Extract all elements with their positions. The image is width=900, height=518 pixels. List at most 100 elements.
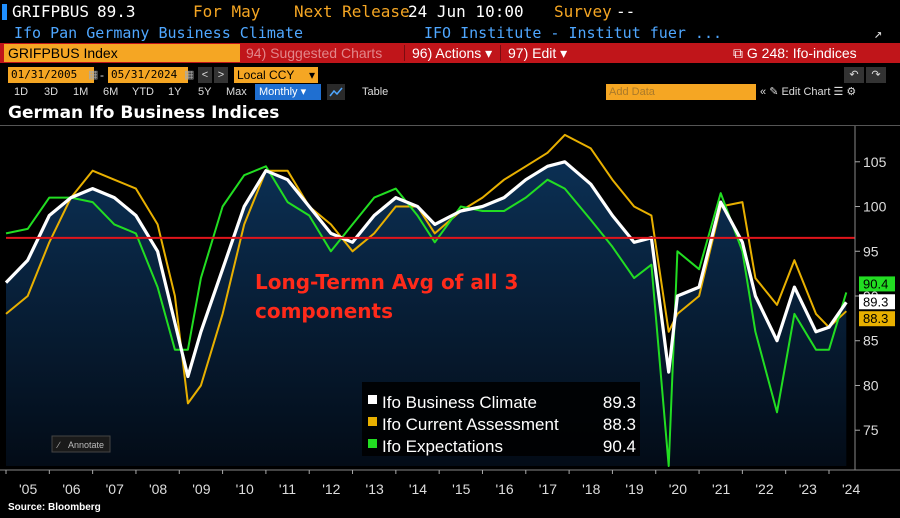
- x-tick-label: '21: [712, 481, 730, 497]
- period-controls: 1D 3D 1M 6M YTD 1Y 5Y Max Monthly ▾ Tabl…: [0, 84, 900, 100]
- undo-icon[interactable]: ↶: [844, 67, 864, 83]
- legend-value-expectations: 90.4: [603, 437, 636, 456]
- annotate-button[interactable]: ∕ Annotate: [51, 435, 111, 453]
- calendar-icon[interactable]: ▦: [184, 69, 195, 81]
- x-tick-label: '19: [625, 481, 643, 497]
- chart-top-border: [0, 125, 900, 126]
- current-last-tag: 88.3: [863, 311, 888, 326]
- edit-chart-controls: « ✎ Edit Chart ☰ ⚙: [760, 84, 856, 100]
- period-1d[interactable]: 1D: [14, 86, 29, 98]
- x-tick-label: '23: [799, 481, 817, 497]
- security-name[interactable]: Ifo Pan Germany Business Climate: [14, 24, 303, 42]
- prev-period-button[interactable]: <: [198, 67, 212, 83]
- edit-menu[interactable]: 97) Edit ▾: [508, 43, 567, 63]
- x-tick-label: '22: [755, 481, 773, 497]
- suggested-label: Suggested Charts: [270, 45, 383, 61]
- next-release-value: 24 Jun 10:00: [408, 2, 524, 21]
- next-release-label: Next Release: [294, 2, 410, 21]
- x-tick-label: '09: [192, 481, 210, 497]
- x-tick-label: '13: [366, 481, 384, 497]
- x-tick-label: '08: [149, 481, 167, 497]
- expectations-last-tag: 90.4: [863, 276, 888, 291]
- annotate-pencil-icon: ∕: [56, 440, 61, 450]
- table-view-button[interactable]: Table: [362, 86, 389, 98]
- end-date-input[interactable]: 05/31/2024: [108, 67, 188, 83]
- edit-chart-button[interactable]: Edit Chart: [781, 86, 831, 98]
- legend-box: Ifo Business Climate 89.3 Ifo Current As…: [362, 382, 640, 456]
- period-ytd[interactable]: YTD: [132, 86, 154, 98]
- y-tick-label: 105: [863, 154, 887, 170]
- start-date-input[interactable]: 01/31/2005: [8, 67, 94, 83]
- gear-icon[interactable]: ⚙: [846, 86, 857, 98]
- y-tick-label: 75: [863, 422, 879, 438]
- climate-last-tag-bg: [859, 294, 895, 310]
- frequency-select[interactable]: Monthly ▾: [255, 84, 321, 100]
- y-tick-label: 80: [863, 377, 879, 393]
- x-tick-label: '06: [62, 481, 80, 497]
- avg-annotation-line2: components: [255, 299, 393, 323]
- period-5y[interactable]: 5Y: [198, 86, 212, 98]
- period-3d[interactable]: 3D: [44, 86, 59, 98]
- legend-label-expectations: Ifo Expectations: [382, 437, 503, 456]
- pencil-icon[interactable]: ✎: [769, 86, 779, 98]
- ticker-marker: [2, 4, 7, 20]
- chart-title: German Ifo Business Indices: [8, 103, 280, 123]
- redo-icon[interactable]: ↷: [866, 67, 886, 83]
- annotate-button-bg: [51, 435, 111, 453]
- line-chart-icon[interactable]: [327, 84, 345, 100]
- add-data-input[interactable]: Add Data: [606, 84, 756, 100]
- command-toolbar: GRIFPBUS Index 94) Suggested Charts 96) …: [0, 43, 900, 63]
- x-tick-label: '17: [539, 481, 557, 497]
- collapse-icon[interactable]: «: [760, 86, 767, 98]
- period-6m[interactable]: 6M: [103, 86, 119, 98]
- settings-sliders-icon[interactable]: ☰: [833, 86, 844, 98]
- security-description: Ifo Pan Germany Business Climate IFO Ins…: [0, 23, 900, 43]
- x-tick-label: '16: [495, 481, 513, 497]
- legend-swatch-expectations: [368, 439, 377, 448]
- period-1m[interactable]: 1M: [73, 86, 89, 98]
- chart-id-label: G 248: Ifo-indices: [746, 45, 857, 61]
- last-price: 89.3: [97, 2, 136, 21]
- legend-label-climate: Ifo Business Climate: [382, 393, 537, 412]
- y-tick-label: 100: [863, 199, 887, 215]
- x-tick-label: '14: [409, 481, 427, 497]
- chevron-down-icon: ▾: [300, 86, 307, 98]
- period-max[interactable]: Max: [226, 86, 247, 98]
- next-period-button[interactable]: >: [214, 67, 228, 83]
- legend-swatch-climate: [368, 395, 377, 404]
- actions-label: Actions: [435, 45, 482, 61]
- survey-value: --: [616, 2, 636, 21]
- x-tick-label: '11: [279, 481, 296, 497]
- ticker-symbol[interactable]: GRIFPBUS: [12, 2, 90, 21]
- toolbar-divider: [500, 45, 501, 61]
- currency-value: Local CCY: [237, 68, 295, 82]
- y-tick-label: 95: [863, 243, 879, 259]
- frequency-value: Monthly: [259, 86, 298, 98]
- legend-swatch-current: [368, 417, 377, 426]
- actions-code: 96): [412, 45, 433, 61]
- date-controls: 01/31/2005 ▦ - 05/31/2024 ▦ < > Local CC…: [0, 67, 900, 83]
- date-separator: -: [100, 68, 104, 82]
- expectations-last-tag-bg: [859, 276, 895, 292]
- popout-icon[interactable]: ↗: [874, 26, 883, 42]
- chart-id-link[interactable]: ⧉ G 248: Ifo-indices: [733, 43, 857, 63]
- period-label: For May: [193, 2, 261, 21]
- ifo-line-chart: 7580859095100105'05'06'07'08'09'10'11'12…: [0, 126, 900, 497]
- current-last-tag-bg: [859, 311, 895, 327]
- source-name[interactable]: IFO Institute - Institut fuer ...: [424, 24, 723, 42]
- x-tick-label: '07: [106, 481, 124, 497]
- survey-label: Survey: [554, 2, 612, 21]
- chevron-down-icon: ▾: [485, 45, 493, 61]
- period-1y[interactable]: 1Y: [168, 86, 182, 98]
- source-note: Source: Bloomberg: [8, 502, 101, 513]
- edit-code: 97): [508, 45, 529, 61]
- suggested-charts-button[interactable]: 94) Suggested Charts: [246, 43, 382, 63]
- currency-select[interactable]: Local CCY ▾: [234, 67, 318, 83]
- x-tick-label: '20: [669, 481, 687, 497]
- toolbar-divider: [404, 45, 405, 61]
- index-field[interactable]: GRIFPBUS Index: [4, 44, 240, 62]
- calendar-icon[interactable]: ▦: [88, 69, 99, 81]
- legend-background: [362, 382, 640, 456]
- chevron-down-icon: ▾: [560, 45, 568, 61]
- actions-menu[interactable]: 96) Actions ▾: [412, 43, 492, 63]
